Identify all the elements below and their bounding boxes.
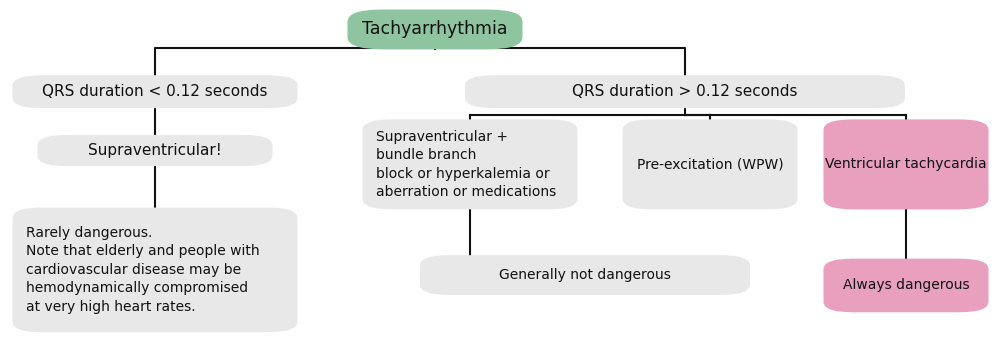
FancyBboxPatch shape (362, 119, 578, 209)
Text: Rarely dangerous.
Note that elderly and people with
cardiovascular disease may b: Rarely dangerous. Note that elderly and … (26, 226, 259, 314)
Text: Supraventricular!: Supraventricular! (88, 143, 222, 158)
Text: QRS duration < 0.12 seconds: QRS duration < 0.12 seconds (42, 84, 268, 99)
FancyBboxPatch shape (622, 119, 797, 209)
Text: QRS duration > 0.12 seconds: QRS duration > 0.12 seconds (572, 84, 798, 99)
FancyBboxPatch shape (38, 135, 272, 166)
FancyBboxPatch shape (824, 119, 988, 209)
Text: Supraventricular +
bundle branch
block or hyperkalemia or
aberration or medicati: Supraventricular + bundle branch block o… (376, 130, 556, 199)
FancyBboxPatch shape (13, 75, 298, 108)
FancyBboxPatch shape (465, 75, 905, 108)
Text: Pre-excitation (WPW): Pre-excitation (WPW) (637, 157, 783, 171)
Text: Tachyarrhythmia: Tachyarrhythmia (362, 20, 508, 38)
Text: Always dangerous: Always dangerous (843, 279, 969, 292)
FancyBboxPatch shape (824, 259, 988, 312)
Text: Ventricular tachycardia: Ventricular tachycardia (825, 157, 987, 171)
Text: Generally not dangerous: Generally not dangerous (499, 268, 671, 282)
FancyBboxPatch shape (13, 208, 298, 332)
FancyBboxPatch shape (420, 255, 750, 295)
FancyBboxPatch shape (348, 9, 522, 49)
